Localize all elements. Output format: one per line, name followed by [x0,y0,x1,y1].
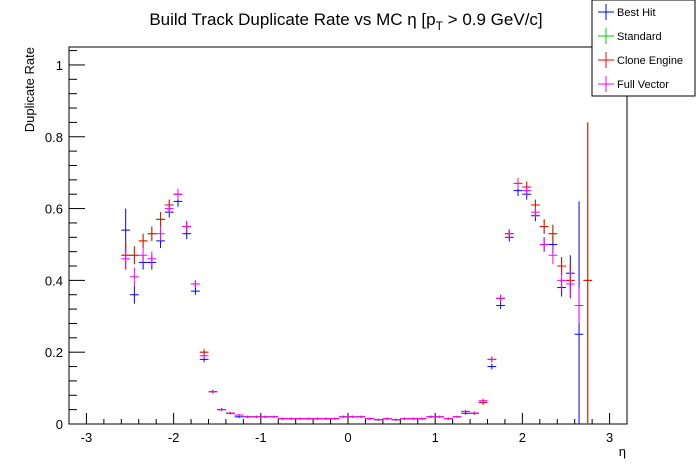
data-point [574,287,584,324]
y-tick-label: 0.2 [45,345,63,360]
y-tick-label: 0 [56,417,63,432]
y-tick-label: 0.4 [45,273,63,288]
data-point [565,269,575,299]
x-axis-label: η [619,444,626,459]
data-point [304,417,314,420]
legend-entry: Full Vector [598,76,669,92]
data-point [443,417,453,420]
x-tick-label: -3 [81,430,93,445]
data-point [583,122,593,424]
legend-entry: Best Hit [598,4,656,20]
data-point [243,415,253,418]
data-point [130,267,139,286]
data-point [548,224,558,243]
y-axis: 0 0.2 0.4 0.6 0.8 1 [45,50,85,432]
legend-label: Standard [617,31,662,43]
x-tick-label: -2 [168,430,180,445]
data-point [452,415,462,418]
data-point [391,418,401,421]
data-point [339,415,348,418]
data-point [496,301,505,310]
data-point [539,219,549,234]
data-point [487,356,497,363]
data-point [417,417,427,420]
legend-box [591,0,696,97]
legend-label: Clone Engine [617,55,683,67]
data-point [147,251,157,267]
data-point [269,415,279,418]
data-point [557,271,566,290]
legend-entries: Best Hit Standard Clone Engine Full Vector [598,4,683,92]
data-point [426,415,436,418]
data-point [260,415,270,418]
x-tick-label: 2 [519,430,526,445]
data-point [191,280,200,288]
legend: Best Hit Standard Clone Engine Full Vector [591,0,696,97]
y-tick-label: 0.6 [45,202,63,217]
y-axis-label: Duplicate Rate [22,47,37,132]
data-point [461,409,471,413]
data-point [295,417,305,420]
data-point [173,188,183,200]
data-point [164,203,174,214]
data-point [191,287,200,295]
x-tick-label: 3 [606,430,613,445]
legend-label: Best Hit [617,7,656,19]
data-point [365,417,375,420]
data-point [321,417,331,420]
data-point [513,178,523,189]
data-point [156,212,165,227]
data-point [539,237,549,252]
data-point [130,285,139,304]
data-point [130,246,139,265]
data-point [330,417,340,420]
data-point [225,412,235,415]
data-point [356,415,366,418]
data-point [252,415,261,418]
data-point [409,417,418,420]
data-point [138,248,148,263]
data-point [234,413,244,417]
data-point [382,417,392,420]
series-full-vector [121,178,584,421]
data-point [156,226,165,241]
data-point [374,418,383,421]
data-point [531,206,540,218]
data-point [478,398,488,403]
legend-entry: Clone Engine [598,52,683,68]
data-point [121,248,131,270]
data-point [487,363,497,370]
data-point [286,417,296,420]
x-tick-label: 1 [432,430,439,445]
data-point [470,411,479,415]
data-point [138,233,148,249]
data-point [435,415,444,418]
data-point [313,417,322,420]
x-tick-label: 0 [344,430,351,445]
y-tick-label: 1 [56,58,63,73]
data-point [199,352,209,359]
data-point [504,229,514,239]
y-tick-label: 0.8 [45,130,63,145]
legend-entry: Standard [598,28,662,44]
x-axis: -3 -2 -1 0 1 2 3 [68,413,628,445]
data-point [548,246,558,265]
data-point [182,221,192,232]
data-point [522,185,532,197]
data-point [400,417,410,420]
x-tick-label: -1 [255,430,267,445]
chart-title: Build Track Duplicate Rate vs MC η [pT >… [149,10,542,33]
data-point [348,415,357,418]
data-point [278,417,287,420]
data-point [496,294,505,302]
data-point [217,408,226,412]
data-point [208,389,218,394]
series-layer [121,122,593,424]
legend-label: Full Vector [617,79,669,91]
data-point [147,226,157,241]
